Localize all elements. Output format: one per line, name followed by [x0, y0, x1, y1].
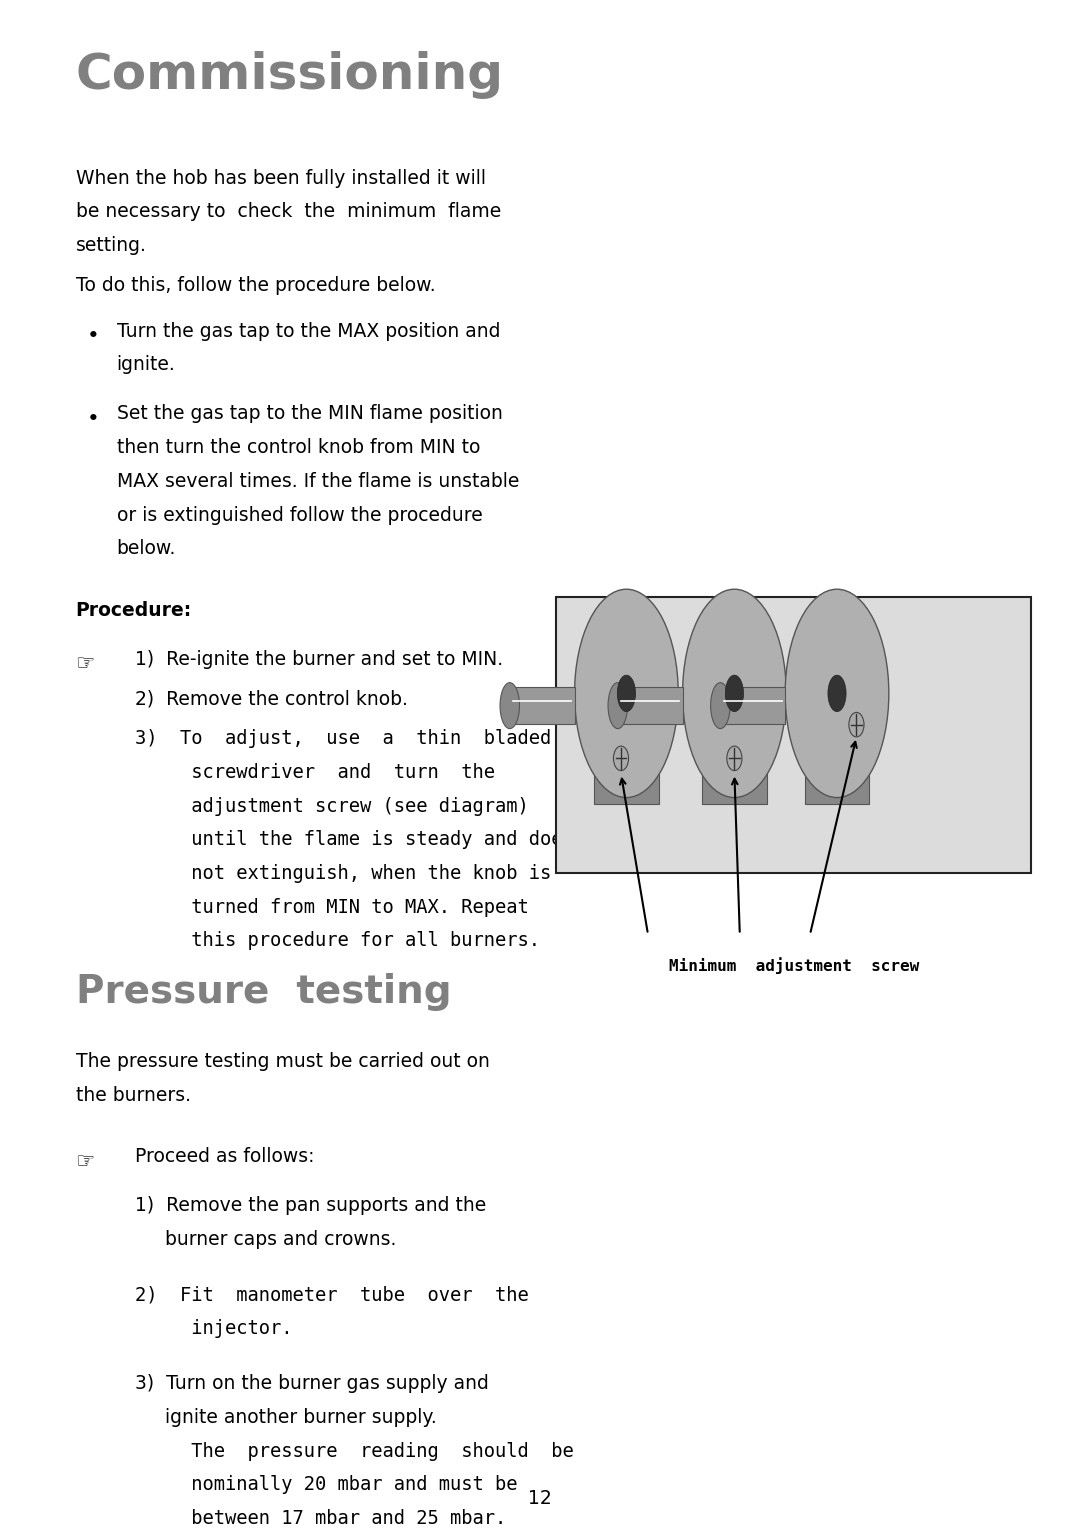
Text: •: •: [86, 409, 99, 429]
Ellipse shape: [608, 683, 627, 729]
Text: injector.: injector.: [135, 1319, 293, 1337]
Text: When the hob has been fully installed it will: When the hob has been fully installed it…: [76, 169, 486, 187]
Ellipse shape: [711, 683, 730, 729]
Text: nominally 20 mbar and must be: nominally 20 mbar and must be: [135, 1475, 517, 1494]
Text: 2)  Fit  manometer  tube  over  the: 2) Fit manometer tube over the: [135, 1285, 529, 1304]
Ellipse shape: [575, 590, 678, 798]
Text: ☞: ☞: [76, 1152, 95, 1172]
Text: setting.: setting.: [76, 236, 147, 254]
Text: Set the gas tap to the MIN flame position: Set the gas tap to the MIN flame positio…: [117, 404, 502, 423]
Ellipse shape: [618, 676, 635, 711]
Text: The pressure testing must be carried out on: The pressure testing must be carried out…: [76, 1052, 489, 1071]
Text: 3)  To  adjust,  use  a  thin  bladed: 3) To adjust, use a thin bladed: [135, 729, 551, 748]
Text: the burners.: the burners.: [76, 1086, 190, 1105]
Bar: [556, 597, 1031, 873]
Text: ☞: ☞: [76, 654, 95, 674]
Ellipse shape: [683, 590, 786, 798]
Text: or is extinguished follow the procedure: or is extinguished follow the procedure: [117, 506, 483, 524]
Text: adjustment screw (see diagram): adjustment screw (see diagram): [135, 797, 529, 815]
Text: 1)  Re-ignite the burner and set to MIN.: 1) Re-ignite the burner and set to MIN.: [135, 650, 503, 668]
Text: be necessary to  check  the  minimum  flame: be necessary to check the minimum flame: [76, 202, 501, 221]
Bar: [618, 688, 683, 725]
Text: To do this, follow the procedure below.: To do this, follow the procedure below.: [76, 276, 435, 294]
Ellipse shape: [849, 712, 864, 737]
Bar: [702, 620, 767, 804]
Bar: [594, 620, 659, 804]
Text: turned from MIN to MAX. Repeat: turned from MIN to MAX. Repeat: [135, 898, 529, 916]
Text: ignite.: ignite.: [117, 355, 175, 374]
Ellipse shape: [828, 676, 846, 711]
Text: Procedure:: Procedure:: [76, 601, 192, 619]
Text: 3)  Turn on the burner gas supply and: 3) Turn on the burner gas supply and: [135, 1374, 489, 1393]
Text: MAX several times. If the flame is unstable: MAX several times. If the flame is unsta…: [117, 472, 519, 490]
Bar: [805, 620, 869, 804]
Text: between 17 mbar and 25 mbar.: between 17 mbar and 25 mbar.: [135, 1509, 507, 1527]
Ellipse shape: [726, 676, 743, 711]
Text: ignite another burner supply.: ignite another burner supply.: [135, 1408, 436, 1426]
Ellipse shape: [500, 683, 519, 729]
Text: below.: below.: [117, 539, 176, 558]
Text: 2)  Remove the control knob.: 2) Remove the control knob.: [135, 689, 408, 708]
Text: Pressure  testing: Pressure testing: [76, 973, 451, 1011]
Text: until the flame is steady and does: until the flame is steady and does: [135, 830, 573, 849]
Text: Minimum  adjustment  screw: Minimum adjustment screw: [669, 958, 919, 974]
Ellipse shape: [727, 746, 742, 771]
Text: screwdriver  and  turn  the: screwdriver and turn the: [135, 763, 495, 781]
Text: Commissioning: Commissioning: [76, 51, 503, 98]
Text: The  pressure  reading  should  be: The pressure reading should be: [135, 1442, 573, 1460]
Text: 12: 12: [528, 1489, 552, 1507]
Text: 1)  Remove the pan supports and the: 1) Remove the pan supports and the: [135, 1196, 486, 1215]
Text: Turn the gas tap to the MAX position and: Turn the gas tap to the MAX position and: [117, 322, 500, 340]
Ellipse shape: [785, 590, 889, 798]
Text: burner caps and crowns.: burner caps and crowns.: [135, 1230, 396, 1249]
Bar: [720, 688, 785, 725]
Text: Proceed as follows:: Proceed as follows:: [135, 1147, 314, 1166]
Text: then turn the control knob from MIN to: then turn the control knob from MIN to: [117, 438, 480, 457]
Text: •: •: [86, 326, 99, 346]
Text: not extinguish, when the knob is: not extinguish, when the knob is: [135, 864, 551, 882]
Bar: [510, 688, 575, 725]
Ellipse shape: [613, 746, 629, 771]
Text: this procedure for all burners.: this procedure for all burners.: [135, 931, 540, 950]
